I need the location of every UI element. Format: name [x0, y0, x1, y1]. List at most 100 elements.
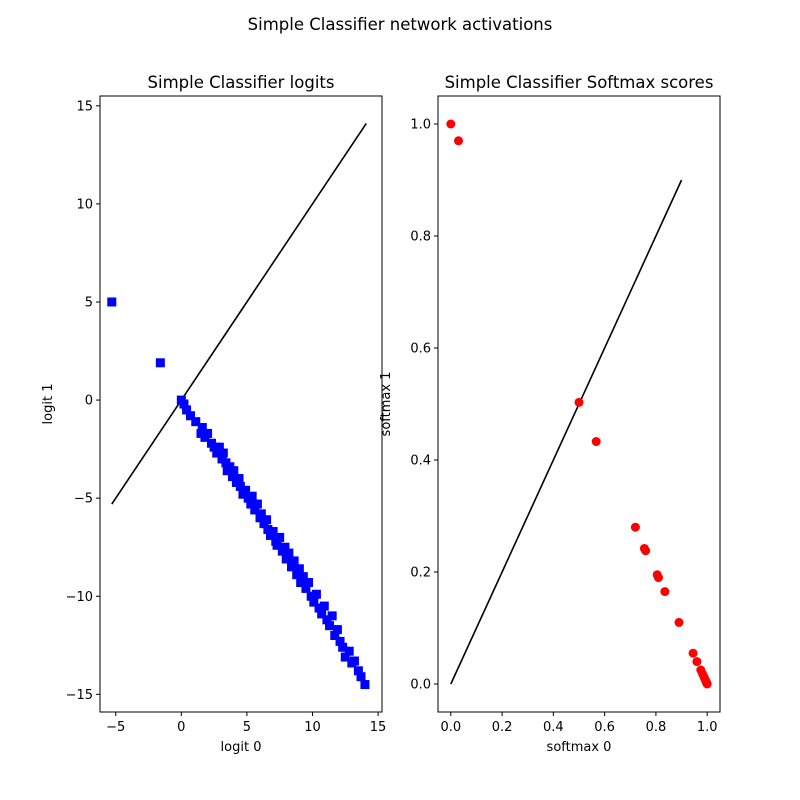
- softmax-x-tick-label: 1.0: [697, 720, 718, 735]
- softmax-point: [692, 657, 702, 667]
- softmax-y-axis-label: softmax 1: [379, 372, 394, 437]
- logits-y-tick-label: −10: [66, 590, 93, 605]
- logits-point: [298, 572, 308, 582]
- logits-point: [186, 411, 196, 421]
- logits-point: [325, 621, 335, 631]
- softmax-point: [574, 397, 584, 407]
- figure-title: Simple Classifier network activations: [248, 15, 553, 34]
- logits-point: [235, 481, 245, 491]
- logits-y-axis-label: logit 1: [41, 384, 56, 425]
- logits-point: [296, 578, 306, 588]
- softmax-subplot: Simple Classifier Softmax scores 0.0 0.2 0.…: [379, 73, 721, 755]
- logits-point: [268, 527, 278, 537]
- logits-point: [335, 636, 345, 646]
- logits-point: [330, 630, 340, 640]
- logits-point: [304, 578, 314, 588]
- softmax-y-tick-label: 0.2: [410, 566, 431, 581]
- logits-point: [241, 485, 251, 495]
- logits-point: [340, 652, 350, 662]
- logits-point: [234, 474, 244, 484]
- softmax-point: [591, 437, 601, 447]
- logits-point: [214, 442, 224, 452]
- logits-point: [179, 399, 189, 409]
- logits-point: [344, 646, 354, 656]
- softmax-point: [653, 573, 663, 583]
- logits-point: [349, 656, 359, 666]
- logits-y-tick-label: 15: [76, 99, 93, 114]
- logits-y-tick-label: 5: [85, 295, 93, 310]
- logits-point: [246, 499, 256, 509]
- softmax-x-tick-label: 0.2: [492, 720, 513, 735]
- logits-x-tick-label: 5: [243, 720, 251, 735]
- logits-point: [338, 642, 348, 652]
- logits-title: Simple Classifier logits: [148, 73, 335, 92]
- logits-point: [292, 570, 302, 580]
- softmax-y-tick-label: 0.0: [410, 678, 431, 693]
- softmax-point: [641, 546, 651, 556]
- softmax-x-tick-label: 0.8: [646, 720, 667, 735]
- logits-point: [252, 499, 262, 509]
- softmax-y-tick-label: 0.6: [410, 342, 431, 357]
- logits-point: [309, 597, 319, 607]
- logits-point: [360, 680, 370, 690]
- softmax-point: [454, 136, 464, 146]
- logits-point: [256, 509, 266, 519]
- logits-point: [203, 428, 213, 438]
- logits-point: [301, 583, 311, 593]
- logits-point: [294, 564, 304, 574]
- softmax-point: [702, 679, 712, 689]
- logits-point: [332, 625, 342, 635]
- logits-point: [356, 672, 366, 682]
- softmax-x-tick-label: 0.4: [543, 720, 564, 735]
- logits-point: [262, 515, 272, 525]
- logits-subplot: Simple Classifier logits −5 0 5 10 15 −15 −10 −5…: [41, 73, 386, 755]
- logits-axes-frame: [99, 95, 383, 713]
- softmax-axes-frame: [437, 95, 721, 713]
- softmax-point: [660, 587, 670, 597]
- logits-point: [218, 448, 228, 458]
- logits-point: [227, 472, 237, 482]
- logits-reference-line: [111, 123, 367, 505]
- logits-y-tick-label: −5: [74, 492, 93, 507]
- logits-y-tick-label: −15: [66, 688, 93, 703]
- logits-point: [280, 542, 290, 552]
- logits-point: [212, 448, 222, 458]
- softmax-point: [446, 119, 456, 129]
- softmax-y-tick-label: 0.4: [410, 454, 431, 469]
- logits-x-axis-label: logit 0: [221, 740, 262, 755]
- logits-y-tick-label: 0: [85, 394, 93, 409]
- logits-point: [284, 548, 294, 558]
- logits-point: [311, 589, 321, 599]
- softmax-title: Simple Classifier Softmax scores: [445, 73, 714, 92]
- softmax-point: [630, 522, 640, 532]
- logits-point: [319, 601, 329, 611]
- logits-point: [286, 562, 296, 572]
- softmax-reference-line: [450, 179, 683, 685]
- logits-x-tick-label: −5: [106, 720, 125, 735]
- logits-point: [289, 556, 299, 566]
- logits-point: [281, 554, 291, 564]
- logits-point: [353, 666, 363, 676]
- softmax-x-axis-label: softmax 0: [547, 740, 612, 755]
- logits-point: [322, 615, 332, 625]
- logits-point: [263, 525, 273, 535]
- logits-y-tick-label: 10: [76, 197, 93, 212]
- logits-point: [314, 603, 324, 613]
- softmax-y-tick-label: 1.0: [410, 118, 431, 133]
- logits-point: [272, 540, 282, 550]
- logits-point: [275, 532, 285, 542]
- softmax-y-tick-label: 0.8: [410, 230, 431, 245]
- logits-point: [107, 297, 117, 307]
- logits-x-tick-label: 15: [370, 720, 387, 735]
- logits-point: [155, 358, 165, 368]
- logits-point: [317, 609, 327, 619]
- logits-x-tick-label: 10: [304, 720, 321, 735]
- softmax-x-tick-label: 0.0: [440, 720, 461, 735]
- logits-x-tick-label: 0: [177, 720, 185, 735]
- logits-point: [182, 405, 192, 415]
- softmax-point: [674, 617, 684, 627]
- logits-point: [306, 591, 316, 601]
- logits-point: [209, 442, 219, 452]
- softmax-point: [688, 648, 698, 658]
